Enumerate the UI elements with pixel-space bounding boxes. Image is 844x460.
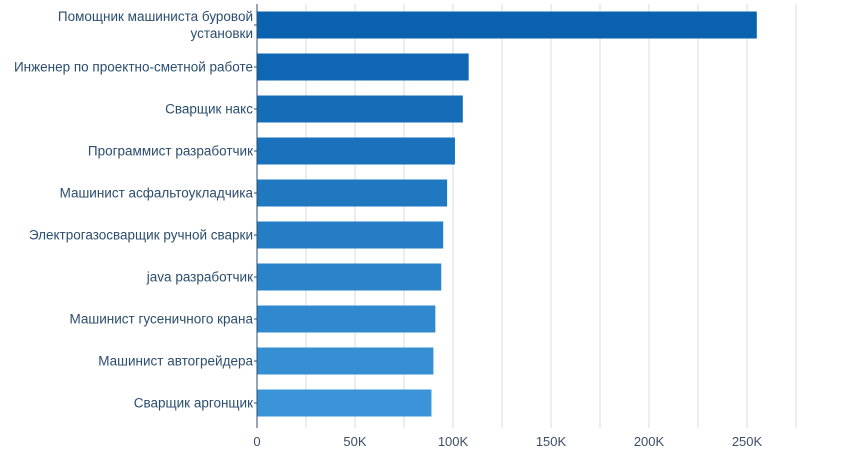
bar[interactable] [257, 221, 444, 249]
category-label: Сварщик накс [165, 102, 253, 117]
x-tick-label: 150K [536, 434, 567, 449]
category-label: java разработчик [146, 270, 253, 285]
x-tick-label: 100K [438, 434, 469, 449]
category-label: Машинист гусеничного крана [69, 312, 253, 327]
category-labels: Помощник машиниста буровой установки Инжен… [14, 9, 257, 411]
bar[interactable] [257, 11, 757, 39]
category-label: установки [191, 26, 253, 41]
category-label: Электрогазосварщик ручной сварки [29, 228, 253, 243]
category-label: Инженер по проектно-сметной работе [14, 60, 253, 75]
category-label: Сварщик аргонщик [134, 396, 253, 411]
category-label: Машинист асфальтоукладчика [60, 186, 254, 201]
x-tick-label: 200K [634, 434, 665, 449]
category-label: Помощник машиниста буровой [58, 9, 253, 24]
bar[interactable] [257, 347, 434, 375]
category-label: Машинист автогрейдера [98, 354, 253, 369]
bar[interactable] [257, 53, 469, 81]
x-tick-labels: 0 50K 100K 150K 200K 250K [253, 434, 762, 449]
bar[interactable] [257, 305, 436, 333]
category-label: Программист разработчик [88, 144, 253, 159]
x-tick-label: 0 [253, 434, 260, 449]
bar[interactable] [257, 179, 448, 207]
x-tick-label: 250K [732, 434, 763, 449]
bars [257, 11, 757, 417]
bar[interactable] [257, 137, 455, 165]
bar[interactable] [257, 95, 463, 123]
bar[interactable] [257, 389, 432, 417]
x-tick-label: 50K [343, 434, 366, 449]
bar[interactable] [257, 263, 442, 291]
